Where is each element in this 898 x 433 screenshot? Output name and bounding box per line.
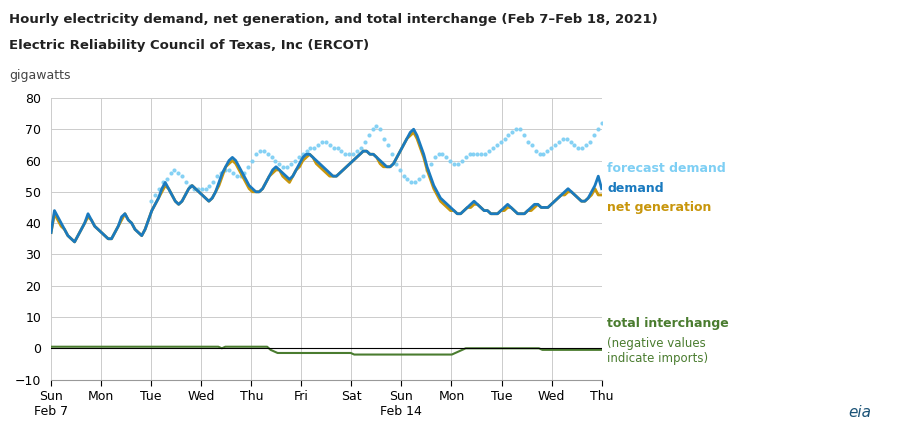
Text: total interchange: total interchange [607, 317, 729, 330]
Text: eia: eia [848, 405, 871, 420]
Text: net generation: net generation [607, 201, 711, 214]
Text: demand: demand [607, 181, 664, 194]
Text: Hourly electricity demand, net generation, and total interchange (Feb 7–Feb 18, : Hourly electricity demand, net generatio… [9, 13, 657, 26]
Text: Electric Reliability Council of Texas, Inc (ERCOT): Electric Reliability Council of Texas, I… [9, 39, 369, 52]
Text: gigawatts: gigawatts [9, 69, 70, 82]
Text: forecast demand: forecast demand [607, 162, 726, 175]
Text: (negative values
indicate imports): (negative values indicate imports) [607, 337, 709, 365]
